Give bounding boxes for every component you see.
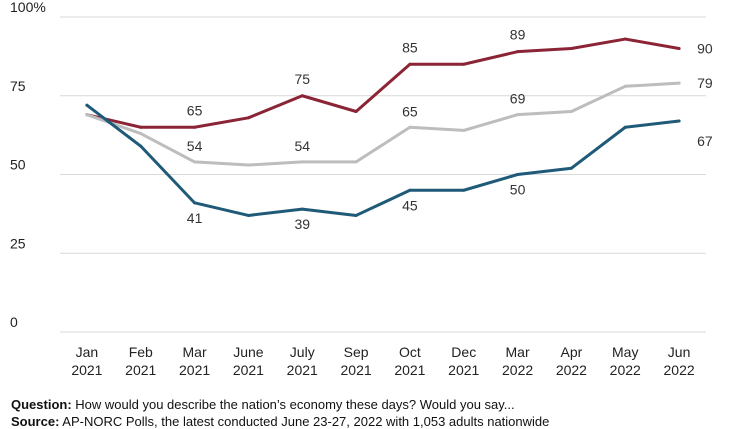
data-point (462, 62, 466, 66)
x-tick-label-year: 2021 (287, 362, 318, 378)
y-tick-label: 0 (10, 314, 18, 330)
data-label: 79 (697, 75, 713, 91)
data-point (300, 207, 304, 211)
gridlines (60, 16, 706, 333)
series-lines (85, 37, 681, 217)
y-tick-label: 75 (10, 78, 26, 94)
y-tick-label: 100% (10, 0, 46, 15)
x-axis-tick-labels: Jan 2021 Feb 2021 Mar 2021 June 2021 July 2021 Sep… (71, 344, 695, 378)
x-tick-label-month: Apr (561, 344, 583, 360)
data-point (623, 37, 627, 41)
data-point (139, 132, 143, 136)
data-point (516, 173, 520, 176)
x-tick-label-month: Jun (668, 344, 691, 360)
data-label: 39 (294, 216, 310, 232)
data-point (193, 201, 197, 205)
data-label: 89 (510, 27, 526, 43)
y-axis-tick-labels: 0 25 50 75 100% (10, 0, 46, 330)
x-tick-label-year: 2022 (556, 362, 587, 378)
data-point (246, 116, 250, 120)
x-tick-label-year: 2021 (233, 362, 264, 378)
x-tick-label-year: 2022 (502, 362, 533, 378)
x-tick-label-month: June (233, 344, 264, 360)
x-tick-label-month: Mar (506, 344, 530, 360)
economy-line-chart: 0 25 50 75 100% Jan 2021 Feb 2021 Mar 2021 June 202… (10, 0, 713, 378)
data-point (569, 166, 573, 170)
data-point (569, 47, 573, 50)
data-point (193, 160, 197, 164)
data-labels: 65 75 85 89 90 54 54 65 69 79 41 39 45 50 67 (187, 27, 713, 232)
x-tick-label-month: July (290, 344, 315, 360)
x-tick-label-year: 2021 (394, 362, 425, 378)
data-point (516, 113, 520, 117)
data-point (623, 84, 627, 88)
data-point (354, 213, 358, 217)
data-point (246, 163, 250, 167)
data-label: 65 (402, 103, 418, 119)
data-point (516, 50, 520, 54)
data-point (408, 188, 412, 192)
x-tick-label-year: 2021 (179, 362, 210, 378)
x-tick-label-month: Oct (399, 344, 421, 360)
data-point (462, 188, 466, 192)
data-point (623, 125, 627, 129)
data-point (677, 119, 681, 123)
x-tick-label-year: 2022 (664, 362, 695, 378)
question-note: Question: How would you describe the nat… (11, 397, 515, 412)
data-point (85, 103, 89, 107)
data-label: 75 (294, 71, 310, 87)
source-label: Source: (11, 414, 60, 429)
data-label: 54 (294, 138, 310, 154)
data-point (246, 213, 250, 217)
question-label: Question: (11, 397, 72, 412)
data-point (408, 62, 412, 66)
x-tick-label-year: 2021 (448, 362, 479, 378)
source-note: Source: AP-NORC Polls, the latest conduc… (11, 414, 549, 429)
y-tick-label: 50 (10, 157, 26, 173)
data-point (408, 125, 412, 129)
data-point (139, 144, 143, 148)
x-tick-label-month: May (612, 344, 638, 360)
series-line-2 (85, 81, 681, 167)
x-tick-label-month: Feb (129, 344, 153, 360)
series-line-1 (85, 37, 681, 129)
x-tick-label-year: 2021 (341, 362, 372, 378)
data-point (462, 128, 466, 132)
data-label: 45 (402, 197, 418, 213)
data-point (85, 113, 89, 117)
data-label: 67 (697, 133, 713, 149)
data-point (677, 81, 681, 85)
x-tick-label-month: Sep (344, 344, 369, 360)
data-label: 69 (510, 91, 526, 107)
data-label: 90 (697, 41, 713, 57)
data-label: 85 (402, 39, 418, 55)
y-tick-label: 25 (10, 235, 26, 251)
x-tick-label-year: 2021 (125, 362, 156, 378)
data-label: 50 (510, 182, 526, 198)
question-text: How would you describe the nation’s econ… (71, 397, 515, 412)
x-tick-label-year: 2022 (610, 362, 641, 378)
data-point (354, 110, 358, 113)
x-tick-label-year: 2021 (71, 362, 102, 378)
data-label: 41 (187, 210, 203, 226)
data-label: 65 (187, 102, 203, 118)
source-text: AP-NORC Polls, the latest conducted June… (59, 414, 550, 429)
data-point (300, 94, 304, 98)
data-point (354, 160, 358, 164)
series-line-3 (85, 103, 681, 217)
data-point (300, 160, 304, 164)
data-point (139, 125, 143, 129)
x-tick-label-month: Jan (76, 344, 99, 360)
data-point (569, 110, 573, 113)
x-tick-label-month: Mar (183, 344, 207, 360)
x-tick-label-month: Dec (451, 344, 476, 360)
data-point (677, 47, 681, 50)
data-label: 54 (187, 138, 203, 154)
data-point (193, 125, 197, 129)
